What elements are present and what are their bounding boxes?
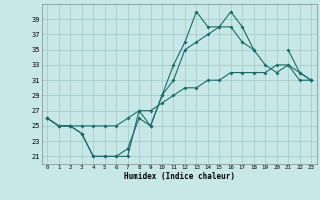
X-axis label: Humidex (Indice chaleur): Humidex (Indice chaleur) [124, 172, 235, 181]
